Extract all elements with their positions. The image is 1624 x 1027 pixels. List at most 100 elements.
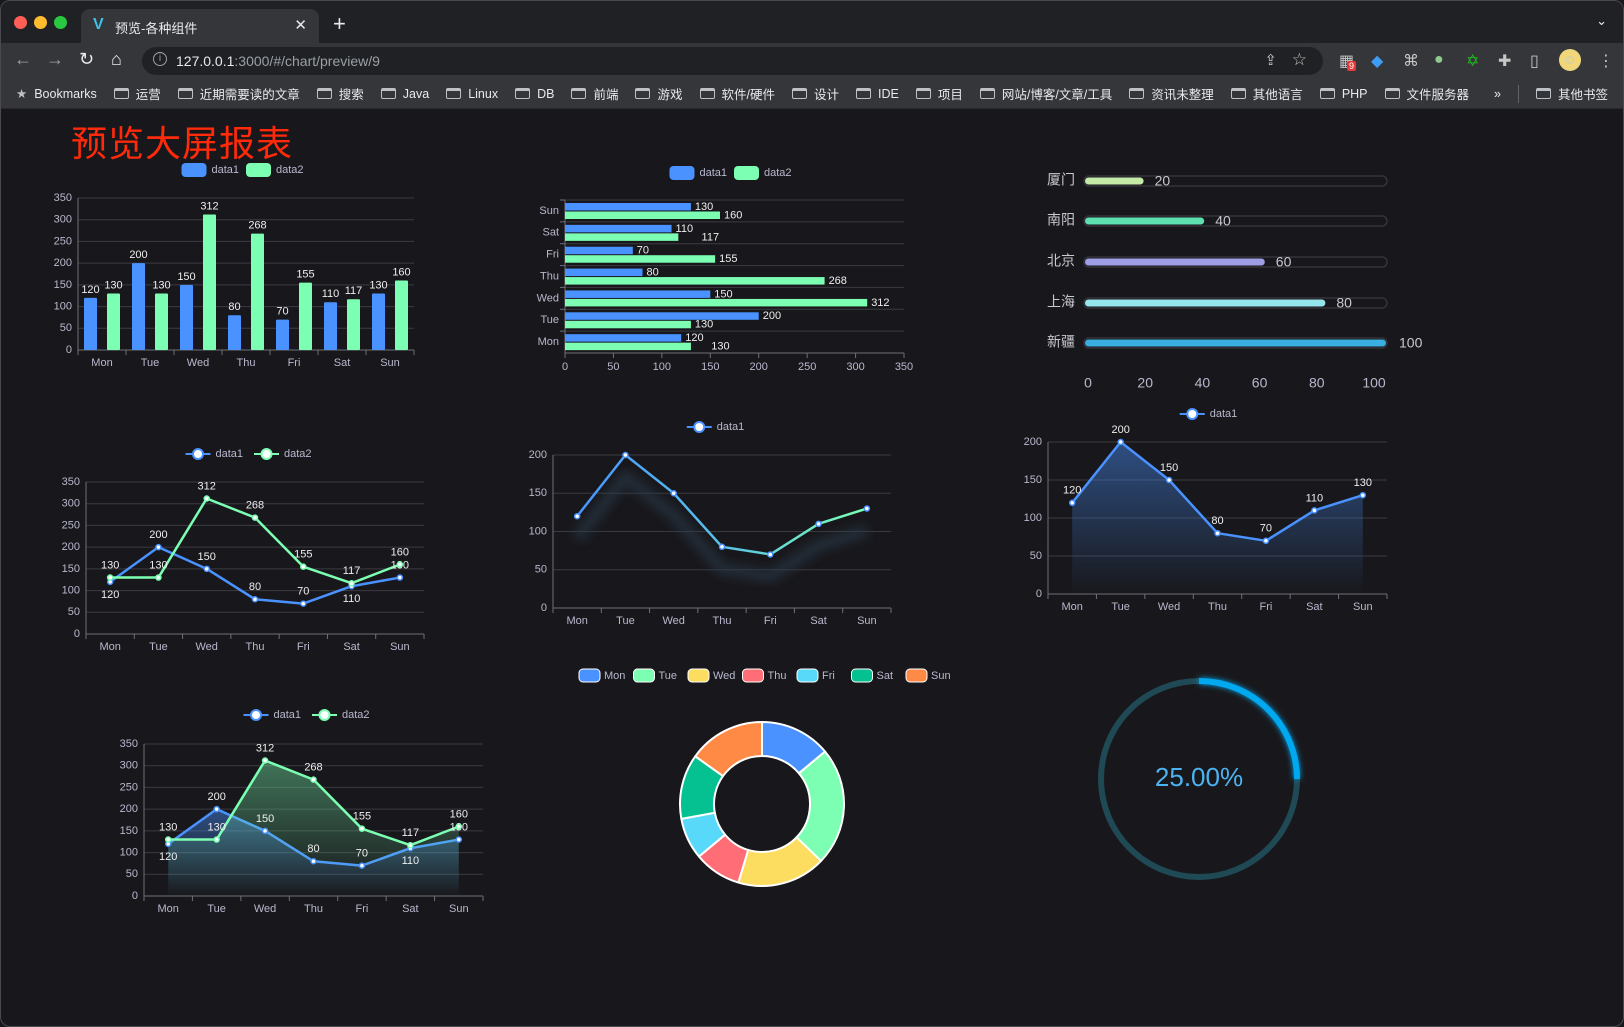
legend-item-data2[interactable]: data2	[246, 163, 304, 177]
data-label: 120	[159, 851, 177, 863]
new-tab-button[interactable]: +	[333, 11, 346, 36]
progress-track	[1083, 297, 1388, 309]
bookmarks-overflow-button[interactable]: »	[1494, 86, 1501, 101]
bookmark-folder[interactable]: 软件/硬件	[699, 84, 775, 103]
maximize-window-button[interactable]	[54, 16, 67, 29]
bookmark-folder[interactable]: 运营	[113, 84, 161, 103]
bookmark-label: 软件/硬件	[721, 88, 775, 102]
legend-item-Mon[interactable]: Mon	[578, 668, 625, 683]
browser-tab[interactable]: V 预览-各种组件 ✕	[81, 9, 319, 43]
tab-title: 预览-各种组件	[115, 21, 198, 36]
bookmark-folder[interactable]: Linux	[446, 87, 498, 101]
back-icon[interactable]: ←	[14, 49, 32, 69]
star-extension-icon[interactable]: ✡	[1466, 53, 1480, 70]
bookmark-star-icon[interactable]: ☆	[1291, 50, 1307, 69]
legend-item-Thu[interactable]: Thu	[742, 668, 787, 683]
command-extension-icon[interactable]: ⌘	[1403, 53, 1419, 70]
data-label: 120	[685, 332, 703, 344]
close-window-button[interactable]	[14, 16, 27, 29]
x-tick-label: 0	[562, 361, 568, 373]
share-icon[interactable]: ⇪	[1264, 52, 1277, 69]
x-tick-label: 250	[798, 361, 816, 373]
y-tick-label: 150	[62, 563, 80, 575]
bookmark-folder[interactable]: IDE	[856, 87, 899, 101]
reload-icon[interactable]: ↻	[79, 49, 95, 69]
extension-grid-icon[interactable]: ▦9	[1339, 51, 1357, 71]
legend-circle-icon	[192, 448, 204, 460]
side-panel-icon[interactable]: ▯	[1530, 53, 1539, 70]
y-tick-label: 350	[54, 192, 72, 204]
point-data1-Sun	[863, 505, 871, 512]
point-data2-Thu	[310, 776, 317, 783]
extensions-puzzle-icon[interactable]: ✚	[1498, 53, 1512, 70]
bookmark-folder[interactable]: 游戏	[635, 84, 683, 103]
legend-item-data2[interactable]: data2	[734, 166, 792, 180]
bookmark-folder[interactable]: 设计	[791, 84, 839, 103]
folder-icon	[571, 88, 587, 99]
value-label: 40	[1215, 213, 1231, 229]
area-chart-two-series: data1 data2 0 50 100 150 200 250 300 350 Mon Tue Wed…	[120, 709, 484, 915]
bookmark-folder[interactable]: 文件服务器	[1384, 84, 1469, 103]
point-data1-Wed	[261, 827, 269, 835]
legend-item-data1[interactable]: data1	[243, 709, 302, 721]
tab-search-chevron-icon[interactable]: ⌄	[1596, 13, 1607, 28]
home-icon[interactable]: ⌂	[111, 49, 122, 69]
legend-item-Sun[interactable]: Sun	[905, 668, 951, 683]
legend-item-Sat[interactable]: Sat	[851, 668, 894, 683]
legend-swatch-icon	[669, 166, 695, 180]
data-label: 130	[695, 319, 713, 331]
other-bookmarks-folder[interactable]: 其他书签	[1535, 84, 1608, 103]
legend-item-data1[interactable]: data1	[669, 166, 728, 180]
site-info-icon[interactable]: i	[153, 52, 167, 66]
bookmark-folder[interactable]: 项目	[915, 84, 963, 103]
legend-label: data2	[342, 709, 370, 721]
data-label: 130	[1354, 477, 1372, 489]
diamond-extension-icon[interactable]: ◆	[1371, 53, 1384, 70]
legend-item-data1[interactable]: data1	[1179, 408, 1238, 420]
bookmark-folder[interactable]: PHP	[1319, 87, 1368, 101]
bookmark-folder[interactable]: Java	[380, 87, 429, 101]
folder-icon	[699, 88, 715, 99]
legend-item-data1[interactable]: data1	[185, 448, 244, 460]
x-tick-label: 50	[607, 361, 619, 373]
bookmark-folder[interactable]: 搜索	[316, 84, 364, 103]
bookmark-folder[interactable]: 近期需要读的文章	[177, 84, 300, 103]
point-data1-Sun	[396, 574, 404, 581]
browser-menu-icon[interactable]: ⋮	[1598, 53, 1614, 70]
bookmark-folder[interactable]: 其他语言	[1230, 84, 1303, 103]
legend-item-data1[interactable]: data1	[181, 163, 240, 177]
x-tick-label: Thu	[246, 641, 265, 653]
progress-fill-北京	[1085, 258, 1265, 266]
address-bar[interactable]: i 127.0.0.1:3000/#/chart/preview/9 ⇪ ☆	[142, 47, 1323, 75]
bookmark-label: 运营	[135, 88, 161, 102]
legend-item-data1[interactable]: data1	[686, 421, 745, 433]
legend-item-Fri[interactable]: Fri	[796, 668, 835, 683]
circle-extension-icon[interactable]: ●	[1434, 51, 1444, 68]
bookmark-label: DB	[537, 86, 555, 101]
bookmarks-button[interactable]: ★ Bookmarks	[16, 86, 97, 102]
bookmark-folder[interactable]: 网站/博客/文章/工具	[979, 84, 1112, 103]
legend-item-Tue[interactable]: Tue	[633, 668, 678, 683]
close-tab-icon[interactable]: ✕	[294, 17, 307, 34]
legend-label: data1	[216, 448, 244, 460]
forward-icon[interactable]: →	[46, 49, 64, 69]
x-tick-label: Sat	[1306, 601, 1323, 613]
data-label: 155	[353, 811, 371, 823]
legend-item-Wed[interactable]: Wed	[687, 668, 735, 683]
point-data1-Sun	[455, 836, 463, 843]
legend-item-data2[interactable]: data2	[312, 709, 370, 721]
bookmark-folder[interactable]: 前端	[571, 84, 618, 103]
legend-swatch-icon	[181, 163, 207, 177]
x-tick-label: Sat	[334, 357, 351, 369]
star-icon: ★	[16, 87, 28, 101]
legend-label: Sat	[877, 670, 894, 682]
legend-item-data2[interactable]: data2	[254, 448, 312, 460]
x-tick-label: Sun	[380, 357, 400, 369]
minimize-window-button[interactable]	[34, 16, 47, 29]
bookmark-folder[interactable]: 资讯未整理	[1129, 84, 1214, 103]
bookmark-folder[interactable]: DB	[515, 87, 554, 101]
profile-avatar[interactable]: ☺	[1559, 49, 1581, 71]
legend-label: data1	[717, 421, 745, 433]
folder-icon	[635, 88, 651, 99]
data-label: 150	[177, 271, 195, 283]
